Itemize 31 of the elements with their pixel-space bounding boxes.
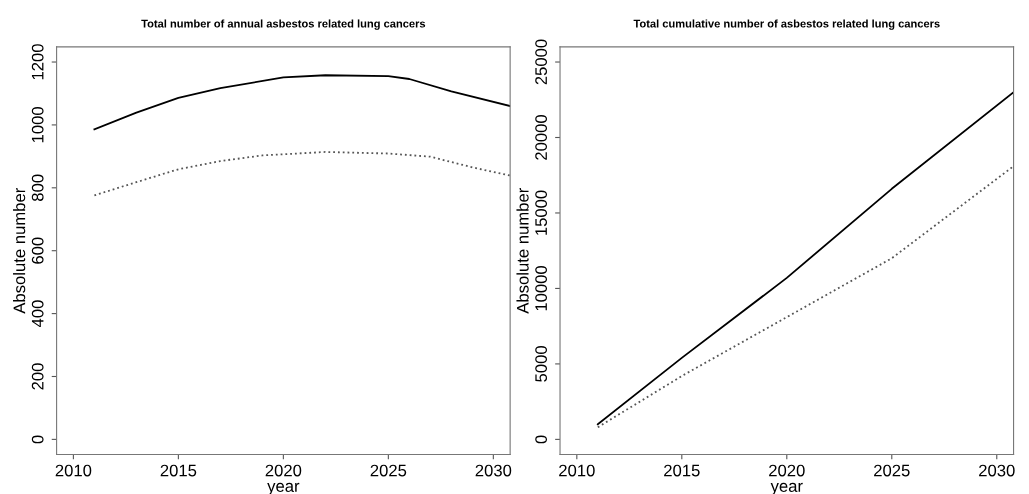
line-series — [596, 91, 1014, 426]
y-tick-label: 20000 — [535, 114, 548, 160]
y-tick-label: 0 — [31, 435, 44, 444]
chart-title: Total number of annual asbestos related lung cancers — [141, 19, 426, 30]
x-tick-label: 2025 — [370, 464, 407, 477]
x-tick-label: 2030 — [979, 464, 1015, 477]
y-tick-label: 400 — [31, 300, 44, 328]
x-tick-label: 2025 — [874, 464, 910, 477]
x-tick-label: 2020 — [265, 464, 302, 477]
y-tick-label: 5000 — [535, 346, 548, 382]
x-tick-label: 2015 — [664, 464, 700, 477]
y-tick-label: 15000 — [535, 190, 548, 235]
line-series — [93, 74, 511, 131]
x-tick-label: 2015 — [160, 464, 197, 477]
line-series — [596, 165, 1014, 429]
line-series — [93, 151, 511, 197]
y-axis-title: Absolute number — [516, 187, 529, 314]
y-tick-label: 10000 — [535, 265, 548, 311]
y-tick-label: 200 — [31, 363, 44, 390]
y-tick-label: 800 — [31, 174, 44, 201]
chart-title: Total cumulative number of asbestos related lung cancers — [633, 19, 940, 30]
x-tick-label: 2020 — [769, 464, 805, 477]
y-tick-label: 0 — [535, 435, 548, 444]
y-tick-label: 25000 — [535, 39, 548, 85]
x-tick-label: 2010 — [55, 464, 92, 477]
y-axis-title: Absolute number — [13, 187, 26, 314]
y-tick-label: 1200 — [31, 44, 44, 80]
y-tick-label: 600 — [31, 237, 44, 264]
x-tick-label: 2030 — [475, 464, 512, 477]
y-tick-label: 1000 — [31, 107, 44, 143]
x-tick-label: 2010 — [559, 464, 595, 477]
